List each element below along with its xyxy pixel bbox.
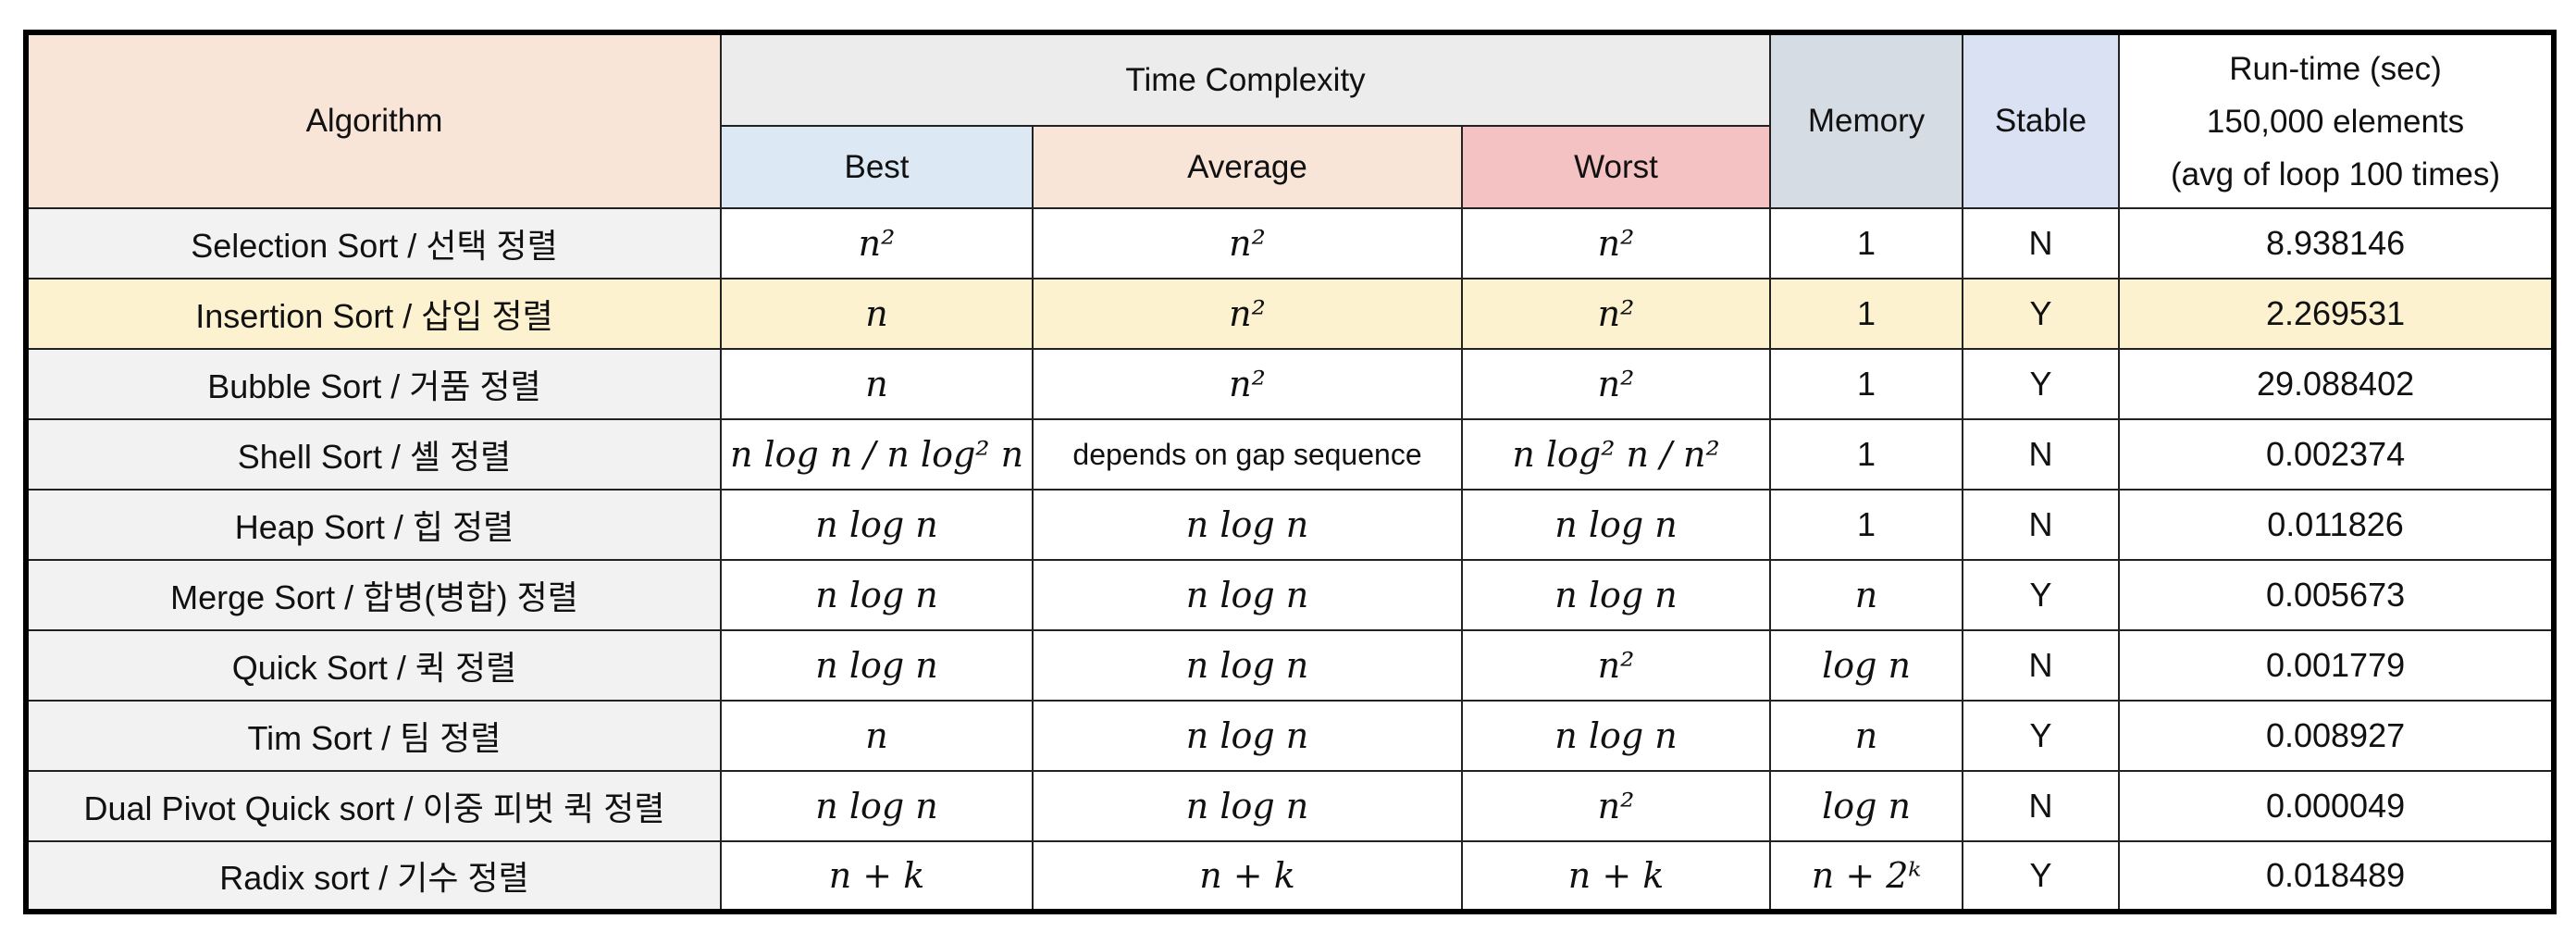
table-cell: Y bbox=[1962, 840, 2121, 913]
table-cell: N bbox=[1962, 489, 2121, 561]
algorithm-cell: Shell Sort / 셸 정렬 bbox=[25, 418, 722, 491]
table-cell: 1 bbox=[1769, 418, 1964, 491]
table-cell: 1 bbox=[1769, 278, 1964, 350]
table-cell: 1 bbox=[1769, 489, 1964, 561]
algorithm-cell: Heap Sort / 힙 정렬 bbox=[25, 489, 722, 561]
header-line: 150,000 elements bbox=[2206, 103, 2465, 140]
header-line: (avg of loop 100 times) bbox=[2171, 155, 2501, 193]
table-cell: N bbox=[1962, 418, 2121, 491]
header-cell: Best bbox=[720, 125, 1034, 209]
table-cell: n bbox=[720, 348, 1034, 420]
table-cell: Y bbox=[1962, 348, 2121, 420]
algorithm-cell: Insertion Sort / 삽입 정렬 bbox=[25, 278, 722, 350]
table-cell: 0.011826 bbox=[2118, 489, 2556, 561]
table-cell: n + k bbox=[1032, 840, 1463, 913]
table-cell: n log n bbox=[1460, 700, 1772, 772]
table-cell: n + k bbox=[1460, 840, 1772, 913]
table-cell: n bbox=[720, 278, 1034, 350]
sort-table: Algorithm Time Complexity Memory Stable … bbox=[23, 30, 2557, 914]
table-cell: 2.269531 bbox=[2118, 278, 2556, 350]
algorithm-cell: Radix sort / 기수 정렬 bbox=[25, 840, 722, 913]
table-cell: n + 2ᵏ bbox=[1769, 840, 1964, 913]
table-row: Dual Pivot Quick sort / 이중 피벗 퀵 정렬 n log … bbox=[25, 770, 2556, 842]
table-cell: n bbox=[1769, 700, 1964, 772]
table-cell: n log n bbox=[1032, 629, 1463, 702]
algorithm-cell: Quick Sort / 퀵 정렬 bbox=[25, 629, 722, 702]
table-cell: n log n bbox=[1460, 489, 1772, 561]
algorithm-cell: Tim Sort / 팀 정렬 bbox=[25, 700, 722, 772]
table-cell: 0.000049 bbox=[2118, 770, 2556, 842]
table-cell: 0.001779 bbox=[2118, 629, 2556, 702]
algorithm-cell: Bubble Sort / 거품 정렬 bbox=[25, 348, 722, 420]
algorithm-cell: Merge Sort / 합병(병합) 정렬 bbox=[25, 559, 722, 631]
table-cell: n² bbox=[1460, 770, 1772, 842]
header-cell: Stable bbox=[1962, 31, 2121, 209]
table-cell: n log n bbox=[720, 489, 1034, 561]
table-row: Bubble Sort / 거품 정렬 n n² n² 1 Y 29.088402 bbox=[25, 348, 2556, 420]
table-cell: n² bbox=[1460, 629, 1772, 702]
table-cell: n log n bbox=[1032, 770, 1463, 842]
table-cell: Y bbox=[1962, 278, 2121, 350]
table-cell: n log n bbox=[720, 629, 1034, 702]
table-cell: 0.018489 bbox=[2118, 840, 2556, 913]
table-cell: 0.005673 bbox=[2118, 559, 2556, 631]
table-cell: N bbox=[1962, 629, 2121, 702]
table-cell: n bbox=[720, 700, 1034, 772]
table-body: Selection Sort / 선택 정렬 n² n² n² 1 N 8.938146 In… bbox=[25, 207, 2556, 913]
table-cell: 0.002374 bbox=[2118, 418, 2556, 491]
table-cell: Y bbox=[1962, 700, 2121, 772]
header-line: Run-time (sec) bbox=[2229, 50, 2442, 87]
table-cell: log n bbox=[1769, 629, 1964, 702]
table-row: Insertion Sort / 삽입 정렬 n n² n² 1 Y 2.269531 bbox=[25, 278, 2556, 350]
header-cell: Algorithm bbox=[25, 31, 722, 209]
table-cell: n log² n / n² bbox=[1460, 418, 1772, 491]
table-cell: n + k bbox=[720, 840, 1034, 913]
table-cell: 29.088402 bbox=[2118, 348, 2556, 420]
table-row: Shell Sort / 셸 정렬 n log n / n log² n depen… bbox=[25, 418, 2556, 491]
table-cell: n² bbox=[720, 207, 1034, 279]
table-cell: Y bbox=[1962, 559, 2121, 631]
table-cell: N bbox=[1962, 770, 2121, 842]
header-cell: Time Complexity bbox=[719, 31, 1772, 127]
table-cell: n log n bbox=[720, 559, 1034, 631]
table-cell: 1 bbox=[1769, 348, 1964, 420]
table-cell: n log n bbox=[1032, 489, 1463, 561]
table-cell: 8.938146 bbox=[2118, 207, 2556, 279]
header-cell: Worst bbox=[1460, 125, 1772, 209]
header-cell: Memory bbox=[1769, 31, 1964, 209]
table-cell: n² bbox=[1460, 348, 1772, 420]
table-cell: 1 bbox=[1769, 207, 1964, 279]
table-cell: n log n bbox=[1032, 700, 1463, 772]
table-cell: log n bbox=[1769, 770, 1964, 842]
table-cell: n bbox=[1769, 559, 1964, 631]
table-cell: n log n bbox=[1032, 559, 1463, 631]
table-cell: n² bbox=[1032, 348, 1463, 420]
table-cell: n² bbox=[1460, 207, 1772, 279]
table-cell: n² bbox=[1032, 207, 1463, 279]
table-cell: n² bbox=[1032, 278, 1463, 350]
header-cell: Run-time (sec) 150,000 elements (avg of … bbox=[2118, 31, 2556, 209]
table-cell: N bbox=[1962, 207, 2121, 279]
table-cell: n² bbox=[1460, 278, 1772, 350]
table-cell: n log n bbox=[1460, 559, 1772, 631]
header-cell: Average bbox=[1032, 125, 1463, 209]
table-cell: n log n bbox=[720, 770, 1034, 842]
table-cell: n log n / n log² n bbox=[720, 418, 1034, 491]
table-cell: depends on gap sequence bbox=[1032, 418, 1463, 491]
table-cell: 0.008927 bbox=[2118, 700, 2556, 772]
algorithm-cell: Selection Sort / 선택 정렬 bbox=[25, 207, 722, 279]
table-row: Selection Sort / 선택 정렬 n² n² n² 1 N 8.938146 bbox=[25, 207, 2556, 279]
algorithm-cell: Dual Pivot Quick sort / 이중 피벗 퀵 정렬 bbox=[25, 770, 722, 842]
